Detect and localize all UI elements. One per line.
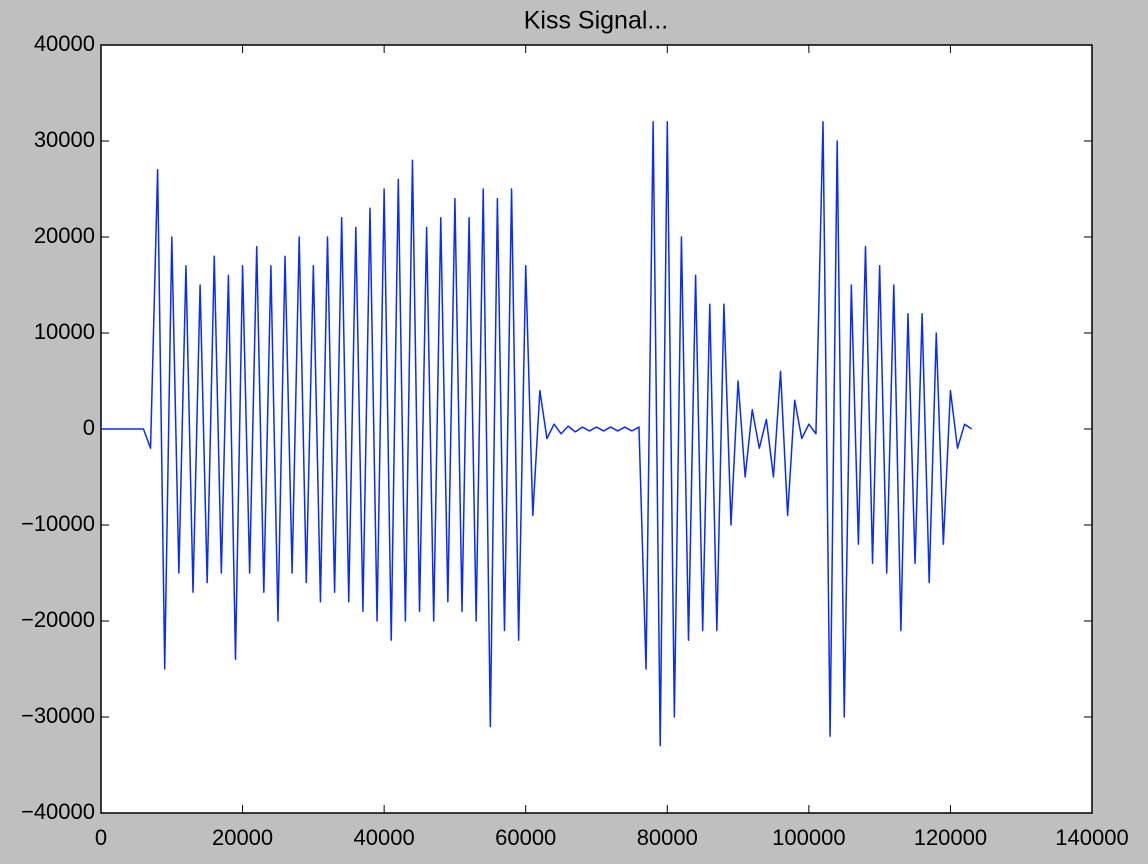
y-tick-label: 0 <box>83 415 95 440</box>
x-tick-label: 140000 <box>1055 825 1128 850</box>
x-tick-label: 80000 <box>637 825 698 850</box>
x-tick-label: 0 <box>95 825 107 850</box>
x-tick-label: 100000 <box>772 825 845 850</box>
y-tick-label: 40000 <box>34 31 95 56</box>
y-tick-label: −10000 <box>21 511 95 536</box>
y-tick-label: −30000 <box>21 703 95 728</box>
x-tick-label: 40000 <box>354 825 415 850</box>
y-tick-label: −40000 <box>21 799 95 824</box>
x-tick-label: 20000 <box>212 825 273 850</box>
x-tick-label: 120000 <box>914 825 987 850</box>
y-tick-label: 30000 <box>34 127 95 152</box>
waveform-line <box>101 121 973 747</box>
y-tick-label: 20000 <box>34 223 95 248</box>
y-tick-label: 10000 <box>34 319 95 344</box>
chart-title: Kiss Signal... <box>524 7 669 35</box>
y-tick-label: −20000 <box>21 607 95 632</box>
plot-area <box>100 44 1093 814</box>
x-tick-label: 60000 <box>495 825 556 850</box>
